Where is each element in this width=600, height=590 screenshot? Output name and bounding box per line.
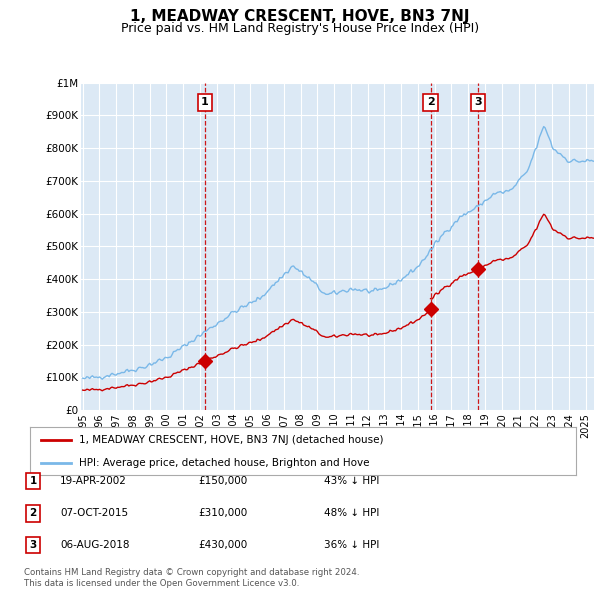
Text: £430,000: £430,000 [198, 540, 247, 550]
Text: 1, MEADWAY CRESCENT, HOVE, BN3 7NJ (detached house): 1, MEADWAY CRESCENT, HOVE, BN3 7NJ (deta… [79, 435, 383, 445]
Text: Contains HM Land Registry data © Crown copyright and database right 2024.
This d: Contains HM Land Registry data © Crown c… [24, 568, 359, 588]
Text: 2: 2 [427, 97, 434, 107]
Text: 1: 1 [29, 476, 37, 486]
Text: 1: 1 [201, 97, 209, 107]
Text: 1, MEADWAY CRESCENT, HOVE, BN3 7NJ: 1, MEADWAY CRESCENT, HOVE, BN3 7NJ [130, 9, 470, 24]
Text: 2: 2 [29, 509, 37, 518]
Text: 3: 3 [29, 540, 37, 550]
Text: 36% ↓ HPI: 36% ↓ HPI [324, 540, 379, 550]
Text: 48% ↓ HPI: 48% ↓ HPI [324, 509, 379, 518]
Text: 3: 3 [474, 97, 482, 107]
Text: £310,000: £310,000 [198, 509, 247, 518]
Text: Price paid vs. HM Land Registry's House Price Index (HPI): Price paid vs. HM Land Registry's House … [121, 22, 479, 35]
Text: 43% ↓ HPI: 43% ↓ HPI [324, 476, 379, 486]
Text: 07-OCT-2015: 07-OCT-2015 [60, 509, 128, 518]
Text: 06-AUG-2018: 06-AUG-2018 [60, 540, 130, 550]
Text: HPI: Average price, detached house, Brighton and Hove: HPI: Average price, detached house, Brig… [79, 458, 370, 468]
Text: £150,000: £150,000 [198, 476, 247, 486]
Text: 19-APR-2002: 19-APR-2002 [60, 476, 127, 486]
